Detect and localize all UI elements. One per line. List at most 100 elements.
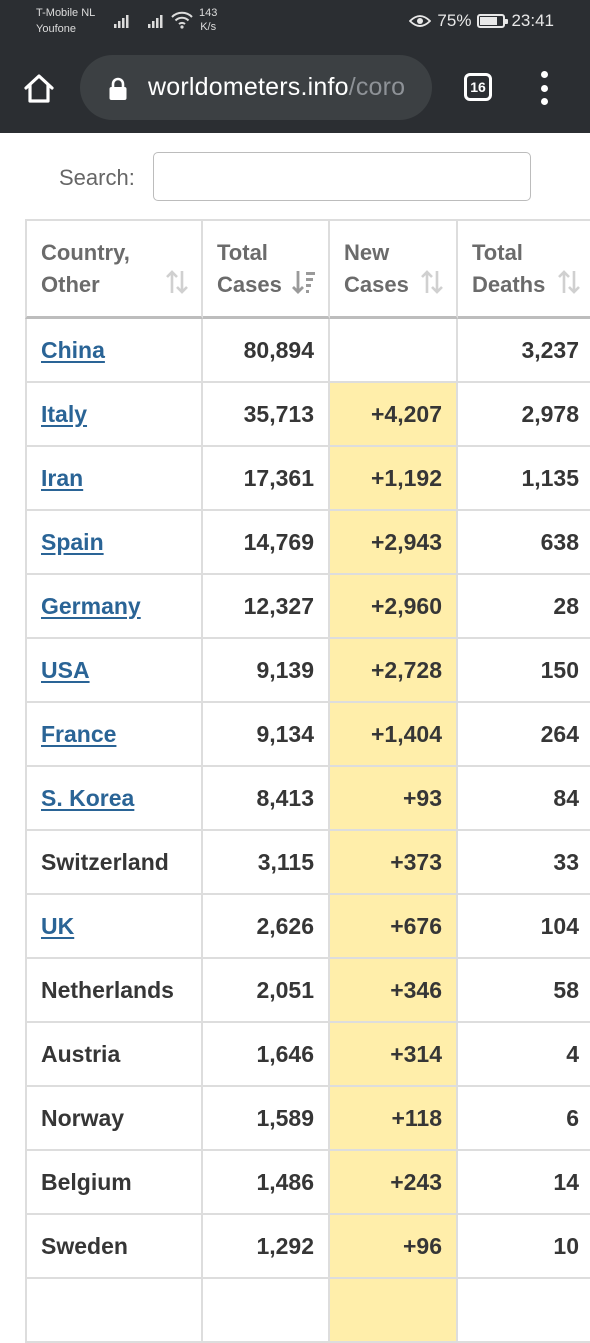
- total-cases-cell: 1,292: [203, 1215, 330, 1279]
- carrier-primary: T-Mobile NL: [36, 7, 96, 19]
- country-cell[interactable]: UK: [25, 895, 203, 959]
- total-cases-cell: 12,327: [203, 575, 330, 639]
- column-header-new-cases[interactable]: New Cases: [330, 221, 458, 319]
- country-cell[interactable]: Germany: [25, 575, 203, 639]
- network-speed-value: 143: [199, 7, 218, 19]
- country-cell[interactable]: France: [25, 703, 203, 767]
- new-cases-cell: +4,207: [330, 383, 458, 447]
- column-header-line: New: [344, 240, 390, 265]
- table-row: Sweden 1,292 +96 10: [25, 1215, 590, 1279]
- clock: 23:41: [511, 11, 554, 30]
- country-cell: Sweden: [25, 1215, 203, 1279]
- country-name: Austria: [41, 1040, 121, 1067]
- total-cases-cell: 80,894: [203, 319, 330, 383]
- browser-toolbar: worldometers.info/coro 16: [0, 45, 590, 133]
- empty-cell: [458, 1279, 590, 1343]
- new-cases-cell: +93: [330, 767, 458, 831]
- table-row: Italy 35,713 +4,207 2,978: [25, 383, 590, 447]
- table-body: China 80,894 3,237 Italy 35,713 +4,207 2,978 Ir…: [25, 319, 590, 1343]
- total-deaths-cell: 84: [458, 767, 590, 831]
- country-name: Belgium: [41, 1168, 132, 1195]
- column-header-total-deaths[interactable]: Total Deaths: [458, 221, 590, 319]
- country-cell: Norway: [25, 1087, 203, 1151]
- new-cases-cell: +118: [330, 1087, 458, 1151]
- table-row: Netherlands 2,051 +346 58: [25, 959, 590, 1023]
- table-row-partial: [25, 1279, 590, 1343]
- table-row: Norway 1,589 +118 6: [25, 1087, 590, 1151]
- total-deaths-cell: 4: [458, 1023, 590, 1087]
- country-cell: Austria: [25, 1023, 203, 1087]
- sort-descending-icon: [292, 271, 315, 294]
- country-cell: Netherlands: [25, 959, 203, 1023]
- total-deaths-cell: 104: [458, 895, 590, 959]
- total-cases-cell: 9,139: [203, 639, 330, 703]
- new-cases-cell: +2,960: [330, 575, 458, 639]
- new-cases-cell: +96: [330, 1215, 458, 1279]
- table-row: Germany 12,327 +2,960 28: [25, 575, 590, 639]
- country-link[interactable]: UK: [41, 912, 75, 939]
- country-link[interactable]: Spain: [41, 528, 104, 555]
- table-row: Belgium 1,486 +243 14: [25, 1151, 590, 1215]
- new-cases-cell: +314: [330, 1023, 458, 1087]
- new-cases-cell: +676: [330, 895, 458, 959]
- total-cases-cell: 1,646: [203, 1023, 330, 1087]
- address-bar[interactable]: worldometers.info/coro: [80, 55, 432, 120]
- table-row: Iran 17,361 +1,192 1,135: [25, 447, 590, 511]
- total-deaths-cell: 58: [458, 959, 590, 1023]
- country-link[interactable]: France: [41, 720, 117, 747]
- new-cases-cell: +1,192: [330, 447, 458, 511]
- total-cases-cell: 8,413: [203, 767, 330, 831]
- total-deaths-cell: 264: [458, 703, 590, 767]
- column-header-line: Deaths: [472, 272, 546, 297]
- battery-icon: [477, 14, 509, 28]
- column-header-country[interactable]: Country, Other: [25, 221, 203, 319]
- new-cases-cell: +243: [330, 1151, 458, 1215]
- table-row: USA 9,139 +2,728 150: [25, 639, 590, 703]
- country-cell[interactable]: Iran: [25, 447, 203, 511]
- eye-comfort-icon: [409, 15, 432, 27]
- country-link[interactable]: USA: [41, 656, 90, 683]
- new-cases-cell: [330, 319, 458, 383]
- signal-strength-icon: [148, 15, 163, 28]
- url-text[interactable]: worldometers.info/coro: [148, 73, 405, 102]
- column-header-total-cases[interactable]: Total Cases: [203, 221, 330, 319]
- table-row: Switzerland 3,115 +373 33: [25, 831, 590, 895]
- new-cases-cell: +1,404: [330, 703, 458, 767]
- country-cell[interactable]: Spain: [25, 511, 203, 575]
- country-link[interactable]: Germany: [41, 592, 141, 619]
- column-header-line: Other: [41, 272, 100, 297]
- country-link[interactable]: Iran: [41, 464, 84, 491]
- total-deaths-cell: 3,237: [458, 319, 590, 383]
- home-icon[interactable]: [22, 71, 56, 105]
- search-label: Search:: [59, 165, 135, 190]
- lock-icon: [109, 77, 127, 100]
- total-deaths-cell: 638: [458, 511, 590, 575]
- new-cases-cell: +346: [330, 959, 458, 1023]
- country-cell[interactable]: S. Korea: [25, 767, 203, 831]
- tab-switcher-button[interactable]: 16: [464, 73, 492, 101]
- network-speed-unit: K/s: [200, 21, 217, 33]
- country-name: Switzerland: [41, 848, 169, 875]
- total-deaths-cell: 10: [458, 1215, 590, 1279]
- country-link[interactable]: Italy: [41, 400, 88, 427]
- search-input[interactable]: [153, 152, 531, 201]
- sort-icon: [166, 270, 188, 294]
- network-speed: 143 K/s: [199, 6, 217, 34]
- total-cases-cell: 3,115: [203, 831, 330, 895]
- table-row: S. Korea 8,413 +93 84: [25, 767, 590, 831]
- country-cell: Switzerland: [25, 831, 203, 895]
- url-path: /coro: [348, 73, 406, 101]
- total-deaths-cell: 6: [458, 1087, 590, 1151]
- status-bar: T-Mobile NL Youfone 143 K/s 75% 23:41: [0, 0, 590, 45]
- signal-strength-icon: [114, 15, 129, 28]
- total-cases-cell: 2,051: [203, 959, 330, 1023]
- overflow-menu-icon[interactable]: [536, 71, 552, 105]
- country-cell[interactable]: USA: [25, 639, 203, 703]
- new-cases-cell: +2,943: [330, 511, 458, 575]
- country-cell[interactable]: China: [25, 319, 203, 383]
- country-link[interactable]: S. Korea: [41, 784, 135, 811]
- country-name: Norway: [41, 1104, 125, 1131]
- total-cases-cell: 14,769: [203, 511, 330, 575]
- country-cell[interactable]: Italy: [25, 383, 203, 447]
- country-link[interactable]: China: [41, 336, 105, 363]
